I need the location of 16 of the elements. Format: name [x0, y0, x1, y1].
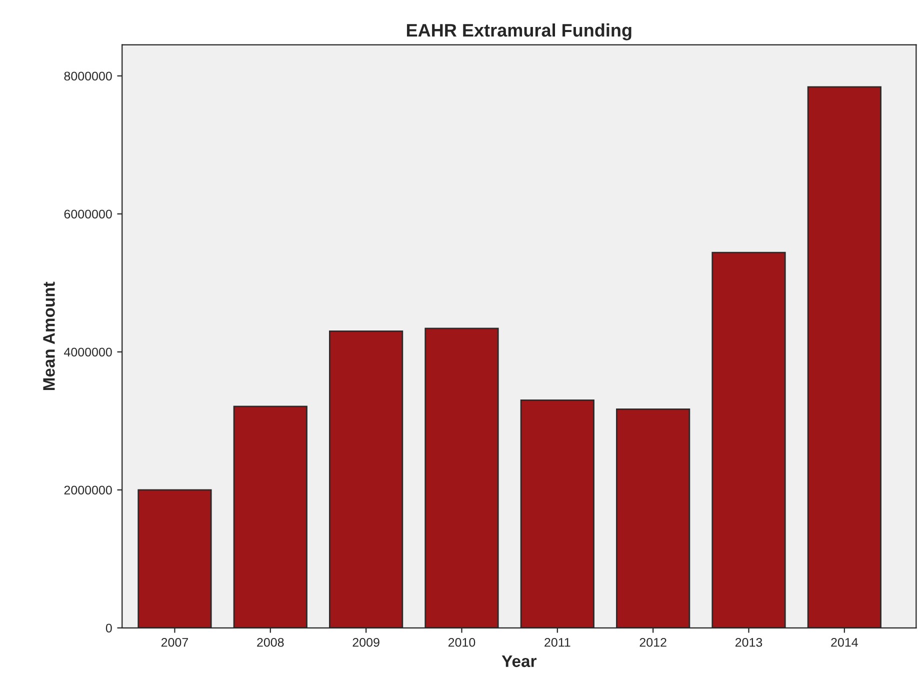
x-tick-label: 2013: [735, 638, 762, 647]
x-tick-label: 2007: [161, 638, 188, 647]
y-tick-label: 0: [106, 624, 112, 633]
x-tick-label: 2009: [352, 638, 380, 647]
x-axis-title: Year: [502, 655, 536, 668]
y-tick-label: 4000000: [64, 348, 112, 357]
x-tick-label: 2012: [640, 638, 666, 647]
x-tick-label: 2011: [544, 638, 570, 647]
x-tick-label: 2014: [831, 638, 858, 647]
x-tick-label: 2010: [448, 638, 476, 647]
y-tick-label: 8000000: [64, 72, 112, 81]
chart-title: EAHR Extramural Funding: [406, 23, 632, 40]
x-tick-label: 2008: [257, 638, 284, 647]
y-axis-title: Mean Amount: [43, 282, 55, 390]
y-tick-label: 2000000: [64, 486, 112, 495]
y-tick-label: 6000000: [64, 210, 112, 219]
